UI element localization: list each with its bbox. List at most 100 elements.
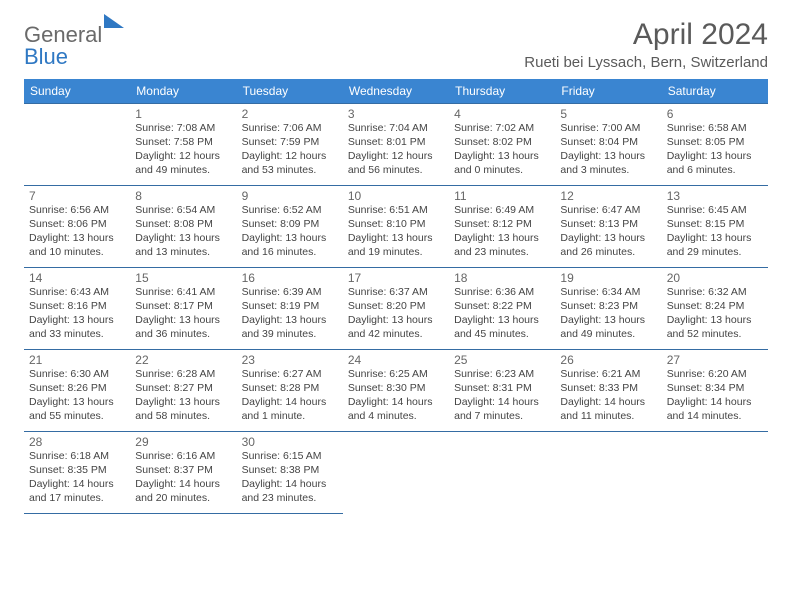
weekday-header: Friday bbox=[555, 79, 661, 104]
header: General Blue April 2024 Rueti bei Lyssac… bbox=[24, 18, 768, 71]
calendar-day-cell: 5Sunrise: 7:00 AMSunset: 8:04 PMDaylight… bbox=[555, 104, 661, 186]
day-info: Sunrise: 6:30 AMSunset: 8:26 PMDaylight:… bbox=[29, 368, 125, 423]
day-info: Sunrise: 6:58 AMSunset: 8:05 PMDaylight:… bbox=[667, 122, 763, 177]
day-number: 20 bbox=[667, 271, 763, 285]
calendar-day-cell: 19Sunrise: 6:34 AMSunset: 8:23 PMDayligh… bbox=[555, 268, 661, 350]
day-number: 27 bbox=[667, 353, 763, 367]
day-info: Sunrise: 6:47 AMSunset: 8:13 PMDaylight:… bbox=[560, 204, 656, 259]
day-number: 18 bbox=[454, 271, 550, 285]
calendar-day-cell: 29Sunrise: 6:16 AMSunset: 8:37 PMDayligh… bbox=[130, 432, 236, 514]
day-info: Sunrise: 7:08 AMSunset: 7:58 PMDaylight:… bbox=[135, 122, 231, 177]
calendar-table: Sunday Monday Tuesday Wednesday Thursday… bbox=[24, 79, 768, 514]
day-number: 12 bbox=[560, 189, 656, 203]
calendar-day-cell: 11Sunrise: 6:49 AMSunset: 8:12 PMDayligh… bbox=[449, 186, 555, 268]
day-info: Sunrise: 6:51 AMSunset: 8:10 PMDaylight:… bbox=[348, 204, 444, 259]
day-number: 11 bbox=[454, 189, 550, 203]
day-info: Sunrise: 6:52 AMSunset: 8:09 PMDaylight:… bbox=[242, 204, 338, 259]
logo-text-block: General Blue bbox=[24, 24, 124, 68]
day-info: Sunrise: 6:37 AMSunset: 8:20 PMDaylight:… bbox=[348, 286, 444, 341]
day-info: Sunrise: 7:06 AMSunset: 7:59 PMDaylight:… bbox=[242, 122, 338, 177]
weekday-header: Sunday bbox=[24, 79, 130, 104]
day-number: 13 bbox=[667, 189, 763, 203]
calendar-day-cell: 1Sunrise: 7:08 AMSunset: 7:58 PMDaylight… bbox=[130, 104, 236, 186]
weekday-header: Tuesday bbox=[237, 79, 343, 104]
calendar-day-cell: 14Sunrise: 6:43 AMSunset: 8:16 PMDayligh… bbox=[24, 268, 130, 350]
calendar-head: Sunday Monday Tuesday Wednesday Thursday… bbox=[24, 79, 768, 104]
calendar-week-row: 14Sunrise: 6:43 AMSunset: 8:16 PMDayligh… bbox=[24, 268, 768, 350]
calendar-day-cell: 20Sunrise: 6:32 AMSunset: 8:24 PMDayligh… bbox=[662, 268, 768, 350]
day-number: 1 bbox=[135, 107, 231, 121]
calendar-day-cell: 22Sunrise: 6:28 AMSunset: 8:27 PMDayligh… bbox=[130, 350, 236, 432]
day-number: 25 bbox=[454, 353, 550, 367]
day-info: Sunrise: 6:20 AMSunset: 8:34 PMDaylight:… bbox=[667, 368, 763, 423]
day-number: 23 bbox=[242, 353, 338, 367]
day-info: Sunrise: 6:28 AMSunset: 8:27 PMDaylight:… bbox=[135, 368, 231, 423]
calendar-empty-cell bbox=[24, 104, 130, 186]
day-info: Sunrise: 6:27 AMSunset: 8:28 PMDaylight:… bbox=[242, 368, 338, 423]
weekday-header: Wednesday bbox=[343, 79, 449, 104]
day-info: Sunrise: 7:02 AMSunset: 8:02 PMDaylight:… bbox=[454, 122, 550, 177]
calendar-empty-cell bbox=[449, 432, 555, 514]
day-info: Sunrise: 6:15 AMSunset: 8:38 PMDaylight:… bbox=[242, 450, 338, 505]
calendar-day-cell: 25Sunrise: 6:23 AMSunset: 8:31 PMDayligh… bbox=[449, 350, 555, 432]
day-info: Sunrise: 6:41 AMSunset: 8:17 PMDaylight:… bbox=[135, 286, 231, 341]
day-info: Sunrise: 6:56 AMSunset: 8:06 PMDaylight:… bbox=[29, 204, 125, 259]
day-number: 30 bbox=[242, 435, 338, 449]
calendar-day-cell: 17Sunrise: 6:37 AMSunset: 8:20 PMDayligh… bbox=[343, 268, 449, 350]
calendar-day-cell: 9Sunrise: 6:52 AMSunset: 8:09 PMDaylight… bbox=[237, 186, 343, 268]
day-info: Sunrise: 6:18 AMSunset: 8:35 PMDaylight:… bbox=[29, 450, 125, 505]
calendar-day-cell: 12Sunrise: 6:47 AMSunset: 8:13 PMDayligh… bbox=[555, 186, 661, 268]
day-info: Sunrise: 6:34 AMSunset: 8:23 PMDaylight:… bbox=[560, 286, 656, 341]
day-info: Sunrise: 6:49 AMSunset: 8:12 PMDaylight:… bbox=[454, 204, 550, 259]
calendar-day-cell: 15Sunrise: 6:41 AMSunset: 8:17 PMDayligh… bbox=[130, 268, 236, 350]
day-number: 5 bbox=[560, 107, 656, 121]
weekday-header: Thursday bbox=[449, 79, 555, 104]
calendar-day-cell: 16Sunrise: 6:39 AMSunset: 8:19 PMDayligh… bbox=[237, 268, 343, 350]
calendar-day-cell: 28Sunrise: 6:18 AMSunset: 8:35 PMDayligh… bbox=[24, 432, 130, 514]
calendar-week-row: 21Sunrise: 6:30 AMSunset: 8:26 PMDayligh… bbox=[24, 350, 768, 432]
day-number: 8 bbox=[135, 189, 231, 203]
day-info: Sunrise: 6:25 AMSunset: 8:30 PMDaylight:… bbox=[348, 368, 444, 423]
calendar-day-cell: 24Sunrise: 6:25 AMSunset: 8:30 PMDayligh… bbox=[343, 350, 449, 432]
calendar-empty-cell bbox=[662, 432, 768, 514]
day-info: Sunrise: 6:36 AMSunset: 8:22 PMDaylight:… bbox=[454, 286, 550, 341]
weekday-header: Monday bbox=[130, 79, 236, 104]
day-number: 17 bbox=[348, 271, 444, 285]
logo: General Blue bbox=[24, 18, 124, 68]
day-info: Sunrise: 6:16 AMSunset: 8:37 PMDaylight:… bbox=[135, 450, 231, 505]
day-info: Sunrise: 6:43 AMSunset: 8:16 PMDaylight:… bbox=[29, 286, 125, 341]
calendar-day-cell: 10Sunrise: 6:51 AMSunset: 8:10 PMDayligh… bbox=[343, 186, 449, 268]
day-number: 24 bbox=[348, 353, 444, 367]
day-number: 28 bbox=[29, 435, 125, 449]
calendar-day-cell: 8Sunrise: 6:54 AMSunset: 8:08 PMDaylight… bbox=[130, 186, 236, 268]
day-info: Sunrise: 6:45 AMSunset: 8:15 PMDaylight:… bbox=[667, 204, 763, 259]
logo-text: General Blue bbox=[24, 24, 124, 68]
day-number: 3 bbox=[348, 107, 444, 121]
calendar-day-cell: 26Sunrise: 6:21 AMSunset: 8:33 PMDayligh… bbox=[555, 350, 661, 432]
day-number: 26 bbox=[560, 353, 656, 367]
calendar-day-cell: 3Sunrise: 7:04 AMSunset: 8:01 PMDaylight… bbox=[343, 104, 449, 186]
logo-word-2: Blue bbox=[24, 44, 68, 69]
day-info: Sunrise: 6:32 AMSunset: 8:24 PMDaylight:… bbox=[667, 286, 763, 341]
day-number: 19 bbox=[560, 271, 656, 285]
calendar-empty-cell bbox=[343, 432, 449, 514]
day-number: 6 bbox=[667, 107, 763, 121]
calendar-empty-cell bbox=[555, 432, 661, 514]
calendar-day-cell: 7Sunrise: 6:56 AMSunset: 8:06 PMDaylight… bbox=[24, 186, 130, 268]
day-number: 14 bbox=[29, 271, 125, 285]
location-text: Rueti bei Lyssach, Bern, Switzerland bbox=[524, 54, 768, 71]
logo-triangle-icon bbox=[104, 14, 124, 28]
calendar-day-cell: 23Sunrise: 6:27 AMSunset: 8:28 PMDayligh… bbox=[237, 350, 343, 432]
day-number: 22 bbox=[135, 353, 231, 367]
page: General Blue April 2024 Rueti bei Lyssac… bbox=[0, 0, 792, 534]
day-number: 16 bbox=[242, 271, 338, 285]
calendar-day-cell: 21Sunrise: 6:30 AMSunset: 8:26 PMDayligh… bbox=[24, 350, 130, 432]
day-info: Sunrise: 6:39 AMSunset: 8:19 PMDaylight:… bbox=[242, 286, 338, 341]
day-number: 29 bbox=[135, 435, 231, 449]
calendar-day-cell: 13Sunrise: 6:45 AMSunset: 8:15 PMDayligh… bbox=[662, 186, 768, 268]
month-title: April 2024 bbox=[524, 18, 768, 52]
weekday-header: Saturday bbox=[662, 79, 768, 104]
day-info: Sunrise: 6:21 AMSunset: 8:33 PMDaylight:… bbox=[560, 368, 656, 423]
day-number: 2 bbox=[242, 107, 338, 121]
calendar-day-cell: 2Sunrise: 7:06 AMSunset: 7:59 PMDaylight… bbox=[237, 104, 343, 186]
